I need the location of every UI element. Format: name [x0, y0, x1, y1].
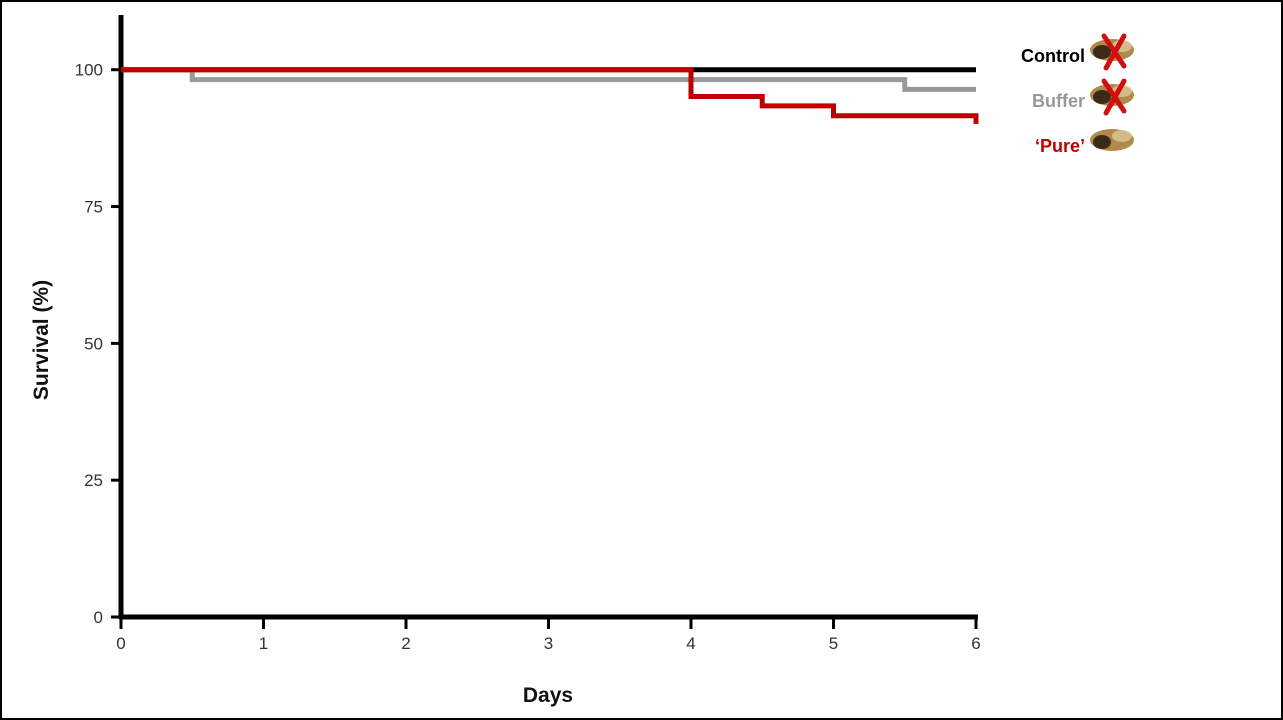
y-tick-label: 0 — [94, 608, 103, 627]
bee-icon — [1090, 78, 1134, 116]
survival-line — [121, 67, 979, 124]
survival-line — [121, 67, 976, 92]
x-tick-label: 2 — [401, 634, 410, 653]
x-tick-label: 5 — [829, 634, 838, 653]
legend-label: Control — [1021, 46, 1085, 66]
x-axis-label: Days — [523, 684, 573, 707]
legend-label: ‘Pure’ — [1035, 136, 1085, 156]
y-tick-label: 75 — [84, 198, 103, 217]
legend-label: Buffer — [1032, 91, 1085, 111]
x-tick-label: 3 — [544, 634, 553, 653]
y-tick-label: 100 — [75, 61, 103, 80]
x-tick-label: 6 — [971, 634, 980, 653]
x-tick-label: 0 — [116, 634, 125, 653]
legend-icons — [1090, 33, 1134, 151]
x-tick-label: 1 — [259, 634, 268, 653]
bee-icon — [1090, 33, 1134, 71]
y-tick-label: 50 — [84, 334, 103, 353]
y-axis-label: Survival (%) — [30, 280, 53, 400]
bee-icon — [1090, 129, 1134, 151]
x-tick-label: 4 — [686, 634, 695, 653]
y-tick-label: 25 — [84, 471, 103, 490]
